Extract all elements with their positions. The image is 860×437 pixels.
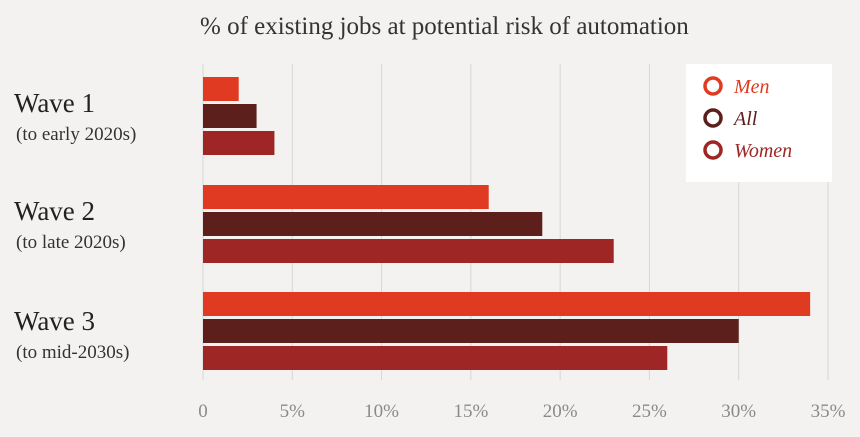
x-axis-ticks: 0 5% 10% 15% 20% 25% 30% 35% — [198, 401, 845, 422]
bar-men-wave1 — [203, 77, 239, 101]
bar-men-wave2 — [203, 185, 489, 209]
category-sublabel: (to mid-2030s) — [16, 342, 129, 363]
bar-women-wave1 — [203, 131, 275, 155]
category-sublabel: (to late 2020s) — [16, 232, 126, 253]
legend-marker-all — [703, 108, 723, 128]
bar-all-wave2 — [203, 212, 543, 236]
category-sublabel: (to early 2020s) — [16, 124, 136, 145]
bar-all-wave3 — [203, 319, 739, 343]
x-tick-label: 10% — [364, 401, 399, 422]
category-label: Wave 2 — [14, 196, 95, 226]
legend: Men All Women — [686, 64, 832, 182]
legend-marker-men — [703, 76, 723, 96]
x-tick-label: 5% — [280, 401, 306, 422]
x-tick-label: 15% — [453, 401, 488, 422]
legend-box — [686, 64, 832, 182]
x-tick-label: 35% — [811, 401, 846, 422]
legend-label-men: Men — [733, 76, 770, 98]
legend-marker-women — [703, 140, 723, 160]
x-tick-label: 20% — [543, 401, 578, 422]
bar-women-wave3 — [203, 346, 668, 370]
bars-layer — [203, 77, 811, 370]
x-tick-label: 0 — [198, 401, 208, 422]
legend-label-women: Women — [734, 140, 792, 162]
chart-title: % of existing jobs at potential risk of … — [200, 13, 689, 40]
legend-label-all: All — [732, 108, 758, 130]
bar-women-wave2 — [203, 239, 614, 263]
category-label: Wave 1 — [14, 88, 95, 118]
x-tick-label: 25% — [632, 401, 667, 422]
x-tick-label: 30% — [721, 401, 756, 422]
category-labels: Wave 1 (to early 2020s) Wave 2 (to late 202… — [14, 88, 136, 363]
category-label: Wave 3 — [14, 306, 95, 336]
bar-men-wave3 — [203, 292, 811, 316]
bar-all-wave1 — [203, 104, 257, 128]
